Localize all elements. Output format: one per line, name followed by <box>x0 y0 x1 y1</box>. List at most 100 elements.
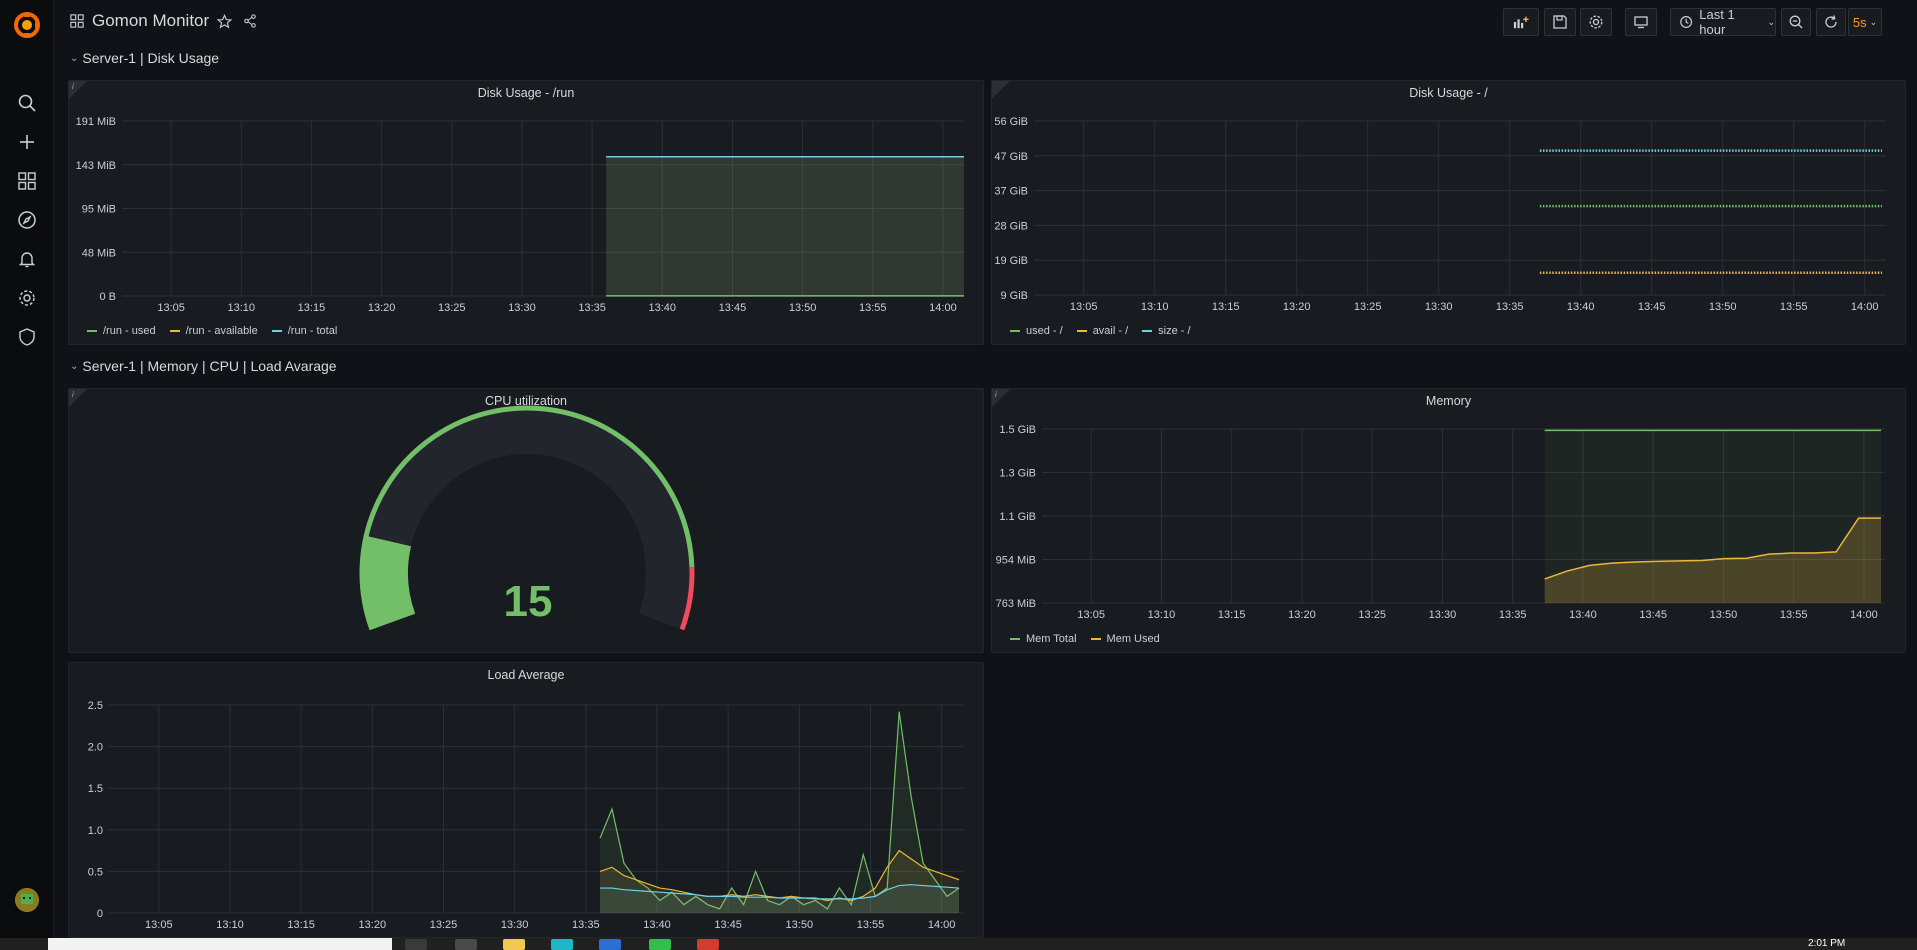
x-tick-label: 14:00 <box>1850 609 1878 621</box>
x-tick-label: 13:30 <box>508 302 536 314</box>
legend-label: size - / <box>1158 325 1191 337</box>
legend-item[interactable]: size - / <box>1142 325 1191 337</box>
x-tick-label: 13:55 <box>857 919 885 931</box>
server-admin-shield-icon[interactable] <box>13 323 41 351</box>
legend-swatch <box>87 330 97 332</box>
panel-title[interactable]: Disk Usage - / <box>1409 86 1488 100</box>
panel-load-average[interactable]: Load Average 2.5 2.0 1.5 1.0 0.5 0 13:05 13:10 1… <box>68 662 984 938</box>
panel-title[interactable]: Load Average <box>487 668 565 682</box>
info-icon: i <box>72 82 74 91</box>
row-header-memory-cpu-load[interactable]: ⌄ Server-1 | Memory | CPU | Load Avarage <box>70 358 337 374</box>
grafana-logo-icon[interactable] <box>11 9 43 41</box>
row-header-disk-usage[interactable]: ⌄ Server-1 | Disk Usage <box>70 50 219 66</box>
star-icon[interactable] <box>214 11 234 31</box>
explore-compass-icon[interactable] <box>13 206 41 234</box>
refresh-icon[interactable] <box>1816 8 1846 36</box>
chrome-browser-icon[interactable] <box>697 939 719 950</box>
refresh-interval-label: 5s <box>1852 14 1867 30</box>
legend-swatch <box>1076 330 1087 332</box>
x-tick-label: 13:30 <box>501 919 529 931</box>
plus-icon[interactable] <box>13 128 41 156</box>
x-tick-label: 13:10 <box>228 302 256 314</box>
y-tick-label: 1.3 GiB <box>999 468 1036 480</box>
panel-info-corner[interactable] <box>69 81 87 99</box>
y-tick-label: 143 MiB <box>76 160 116 172</box>
top-navbar: Gomon Monitor Last 1 hour ⌄ <box>54 0 1917 44</box>
legend-swatch <box>1010 638 1020 640</box>
y-tick-label: 954 MiB <box>996 555 1036 567</box>
y-tick-label: 763 MiB <box>996 598 1036 610</box>
legend-label: used - / <box>1026 325 1063 337</box>
dashboard-settings-gear-icon[interactable] <box>1580 8 1612 36</box>
x-tick-label: 13:45 <box>719 302 747 314</box>
y-tick-label: 47 GiB <box>994 151 1028 163</box>
panel-disk-usage-run[interactable]: i Disk Usage - /run 191 MiB 143 MiB 95 MiB… <box>68 80 984 345</box>
x-tick-label: 14:00 <box>929 302 957 314</box>
time-range-picker[interactable]: Last 1 hour ⌄ <box>1670 7 1776 37</box>
alerting-bell-icon[interactable] <box>13 245 41 273</box>
add-panel-button[interactable] <box>1503 8 1539 36</box>
legend-item[interactable]: Mem Used <box>1090 633 1160 645</box>
store-icon[interactable] <box>455 939 477 950</box>
search-icon[interactable] <box>13 89 41 117</box>
series-area <box>600 711 959 913</box>
legend-item[interactable]: /run - available <box>169 325 258 337</box>
x-tick-label: 13:30 <box>1429 609 1457 621</box>
y-tick-label: 1.5 GiB <box>999 424 1036 436</box>
file-explorer-icon[interactable] <box>503 939 525 950</box>
legend-item[interactable]: avail - / <box>1076 325 1128 337</box>
panel-title[interactable]: Disk Usage - /run <box>477 86 575 100</box>
disk-root-graph[interactable]: 56 GiB 47 GiB 37 GiB 28 GiB 19 GiB 9 GiB 13:05… <box>992 81 1907 346</box>
legend-item[interactable]: used - / <box>1010 325 1063 337</box>
legend-label: /run - total <box>287 325 338 337</box>
disk-run-graph[interactable]: 191 MiB 143 MiB 95 MiB 48 MiB 0 B 13:05 13:10 1… <box>69 81 985 346</box>
user-avatar[interactable] <box>15 888 39 912</box>
chevron-down-icon: ⌄ <box>70 52 79 64</box>
legend-item[interactable]: /run - used <box>87 325 156 337</box>
tv-mode-monitor-icon[interactable] <box>1625 8 1657 36</box>
y-tick-label: 37 GiB <box>994 186 1028 198</box>
memory-graph[interactable]: 1.5 GiB 1.3 GiB 1.1 GiB 954 MiB 763 MiB 13:05… <box>992 389 1907 654</box>
dashboard-grid-icon <box>67 11 87 31</box>
gauge-track <box>364 410 690 629</box>
dashboards-icon[interactable] <box>13 167 41 195</box>
legend: Mem Total Mem Used <box>1010 633 1160 645</box>
row-title: Server-1 | Disk Usage <box>82 50 220 66</box>
legend-item[interactable]: /run - total <box>271 325 338 337</box>
dashboard-title[interactable]: Gomon Monitor <box>92 11 210 30</box>
panel-title[interactable]: CPU utilization <box>485 394 567 408</box>
x-tick-label: 13:50 <box>789 302 817 314</box>
save-dashboard-button[interactable] <box>1544 8 1576 36</box>
taskbar-clock[interactable]: 2:01 PM <box>1808 938 1846 949</box>
panel-cpu-utilization[interactable]: i CPU utilization 15 <box>68 388 984 653</box>
x-tick-label: 13:25 <box>1354 301 1382 313</box>
series-area <box>1544 518 1881 603</box>
x-tick-label: 13:20 <box>359 919 387 931</box>
task-view-icon[interactable] <box>405 939 427 950</box>
x-tick-label: 14:00 <box>1851 301 1879 313</box>
y-tick-label: 0.5 <box>88 866 103 878</box>
app-icon[interactable] <box>599 939 621 950</box>
panel-title[interactable]: Memory <box>1425 394 1472 408</box>
chat-app-icon[interactable] <box>649 939 671 950</box>
refresh-interval-picker[interactable]: 5s ⌄ <box>1848 8 1882 36</box>
panel-info-corner[interactable] <box>69 389 87 407</box>
edge-browser-icon[interactable] <box>551 939 573 950</box>
panel-memory[interactable]: i Memory 1.5 GiB 1.3 GiB 1.1 GiB 954 MiB 763… <box>991 388 1906 653</box>
taskbar-search-input[interactable] <box>48 938 392 950</box>
legend: /run - used/run - available/run - total <box>87 325 337 337</box>
panel-info-corner[interactable] <box>992 81 1010 99</box>
panel-disk-usage-root[interactable]: Disk Usage - / 56 GiB 47 GiB 37 GiB 28 GiB 1… <box>991 80 1906 345</box>
x-tick-label: 13:40 <box>649 302 677 314</box>
configuration-gear-icon[interactable] <box>13 284 41 312</box>
zoom-out-icon[interactable] <box>1781 8 1811 36</box>
legend-item[interactable]: Mem Total <box>1010 633 1077 645</box>
panel-info-corner[interactable] <box>992 389 1010 407</box>
series-line <box>1544 517 1881 580</box>
x-tick-label: 13:25 <box>1358 609 1386 621</box>
x-tick-label: 13:20 <box>1288 609 1316 621</box>
load-average-graph[interactable]: 2.5 2.0 1.5 1.0 0.5 0 13:05 13:10 13:15 13:20 13:2… <box>69 663 985 939</box>
x-tick-label: 13:20 <box>1283 301 1311 313</box>
share-icon[interactable] <box>240 11 260 31</box>
